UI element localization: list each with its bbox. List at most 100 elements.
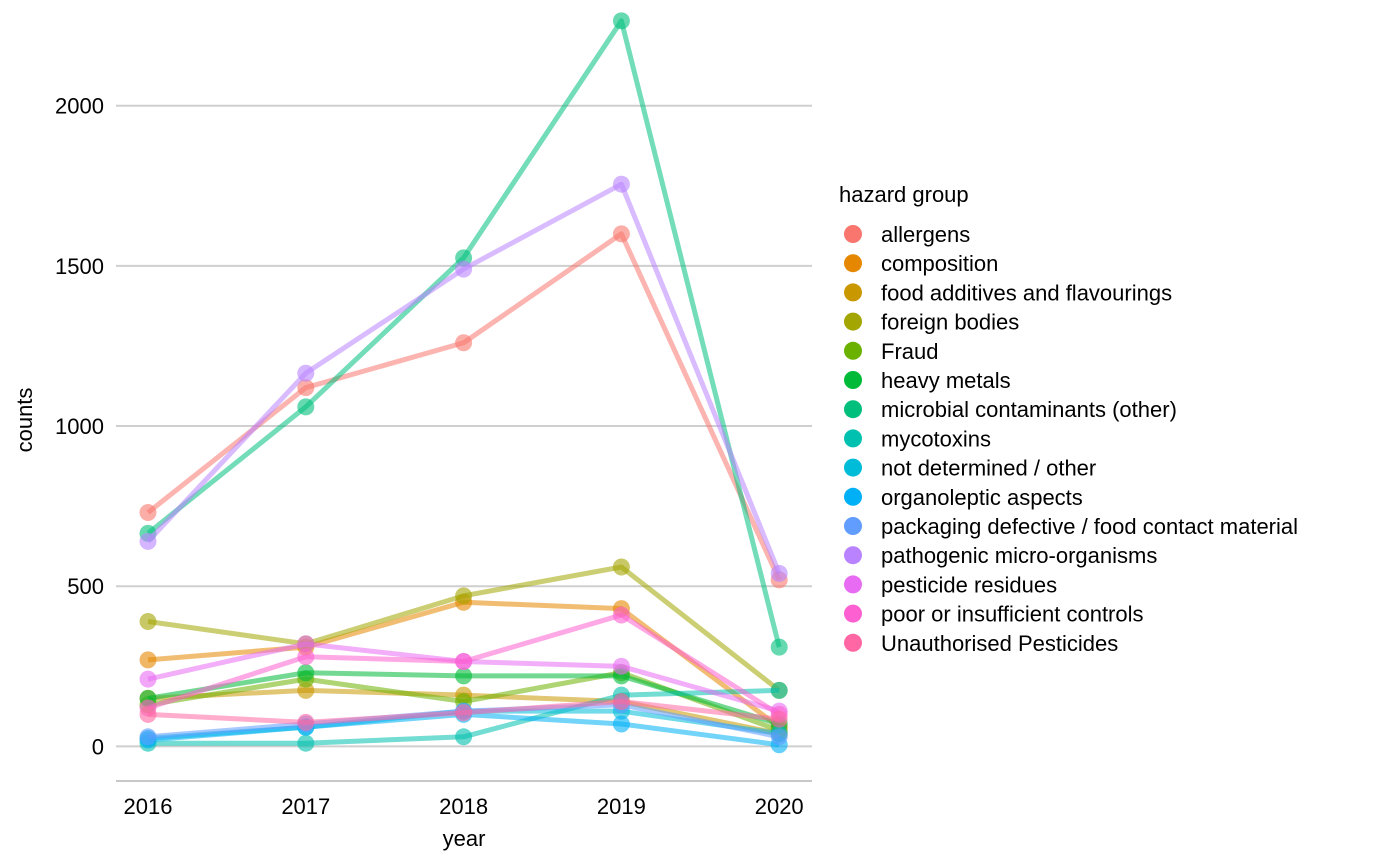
legend-label: poor or insufficient controls	[881, 602, 1144, 627]
data-point	[770, 564, 788, 582]
legend-label: composition	[881, 251, 998, 276]
legend-key	[844, 341, 862, 360]
series-line	[146, 231, 782, 581]
x-tick-label: 2017	[281, 794, 330, 819]
data-point	[139, 670, 157, 688]
data-point	[612, 12, 630, 30]
data-point	[139, 532, 157, 550]
data-point	[612, 693, 630, 711]
data-point	[297, 713, 315, 731]
legend-label: microbial contaminants (other)	[881, 397, 1177, 422]
y-tick-label: 1000	[55, 414, 104, 439]
legend-item: packaging defective / food contact mater…	[844, 514, 1298, 539]
legend-key	[844, 312, 862, 331]
legend-item: microbial contaminants (other)	[844, 397, 1177, 422]
data-point	[297, 664, 315, 682]
data-point	[612, 715, 630, 733]
data-point	[455, 704, 473, 722]
data-point	[770, 728, 788, 746]
legend-key	[844, 604, 862, 623]
legend-item: pathogenic micro-organisms	[844, 543, 1157, 568]
legend-title: hazard group	[839, 182, 969, 207]
legend-item: not determined / other	[844, 456, 1096, 481]
legend-key	[844, 400, 862, 419]
data-point	[455, 728, 473, 746]
y-axis-label: counts	[12, 388, 37, 453]
data-point	[770, 710, 788, 728]
data-point	[612, 558, 630, 576]
legend-label: packaging defective / food contact mater…	[881, 514, 1298, 539]
series-unauthorised-pesticides	[139, 693, 788, 731]
data-point	[455, 653, 473, 671]
legend-key	[844, 283, 862, 302]
data-point	[139, 651, 157, 669]
legend: hazard group allergens composition food ad…	[839, 182, 1298, 656]
legend-item: mycotoxins	[844, 426, 991, 451]
legend-item: Fraud	[844, 339, 938, 364]
legend-key	[844, 575, 862, 594]
legend-label: organoleptic aspects	[881, 485, 1083, 510]
y-tick-labels: 0 500 1000 1500 2000	[55, 94, 104, 760]
y-tick-label: 2000	[55, 94, 104, 119]
data-point	[139, 728, 157, 746]
legend-item: heavy metals	[844, 368, 1011, 393]
y-tick-label: 500	[67, 574, 104, 599]
data-point	[297, 635, 315, 653]
grid-layer	[116, 104, 812, 748]
data-point	[297, 648, 315, 666]
data-point	[612, 657, 630, 675]
data-point	[455, 587, 473, 605]
legend-key	[844, 429, 862, 448]
legend-item: allergens	[844, 222, 970, 247]
legend-items: allergens composition food additives and f…	[844, 222, 1298, 656]
data-point	[139, 504, 157, 522]
legend-item: food additives and flavourings	[844, 280, 1172, 305]
series-allergens	[139, 225, 788, 589]
legend-key	[844, 487, 862, 506]
legend-item: composition	[844, 251, 998, 276]
y-tick-label: 0	[92, 734, 104, 759]
legend-key	[844, 517, 862, 535]
data-point	[139, 612, 157, 630]
legend-label: heavy metals	[881, 368, 1011, 393]
data-point	[297, 364, 315, 382]
data-point	[455, 667, 473, 685]
y-tick-label: 1500	[55, 254, 104, 279]
legend-item: pesticide residues	[844, 572, 1057, 597]
legend-item: Unauthorised Pesticides	[844, 631, 1118, 656]
series-pathogenic-micro-organisms	[139, 175, 788, 582]
legend-label: Unauthorised Pesticides	[881, 631, 1118, 656]
data-point	[139, 705, 157, 723]
data-point	[455, 334, 473, 352]
data-point	[297, 379, 315, 397]
legend-label: Fraud	[881, 339, 938, 364]
legend-key	[844, 371, 862, 389]
x-tick-label: 2020	[755, 794, 804, 819]
legend-item: organoleptic aspects	[844, 485, 1083, 510]
legend-key	[844, 546, 862, 565]
legend-label: food additives and flavourings	[881, 280, 1172, 305]
data-point	[612, 225, 630, 243]
series-microbial-contaminants-other-	[139, 12, 788, 656]
legend-key	[844, 458, 862, 477]
legend-key	[844, 633, 862, 652]
x-tick-label: 2019	[597, 794, 646, 819]
legend-item: foreign bodies	[844, 310, 1019, 335]
legend-label: pesticide residues	[881, 572, 1057, 597]
data-point	[297, 398, 315, 416]
data-point	[770, 638, 788, 656]
x-tick-label: 2016	[124, 794, 173, 819]
x-tick-label: 2018	[439, 794, 488, 819]
data-point	[455, 260, 473, 278]
legend-label: pathogenic micro-organisms	[881, 543, 1157, 568]
legend-key	[844, 225, 862, 243]
data-point	[297, 734, 315, 752]
legend-key	[844, 254, 862, 273]
series-line	[146, 181, 782, 575]
legend-label: foreign bodies	[881, 310, 1019, 335]
legend-item: poor or insufficient controls	[844, 602, 1144, 627]
data-point	[770, 681, 788, 699]
legend-label: allergens	[881, 222, 970, 247]
